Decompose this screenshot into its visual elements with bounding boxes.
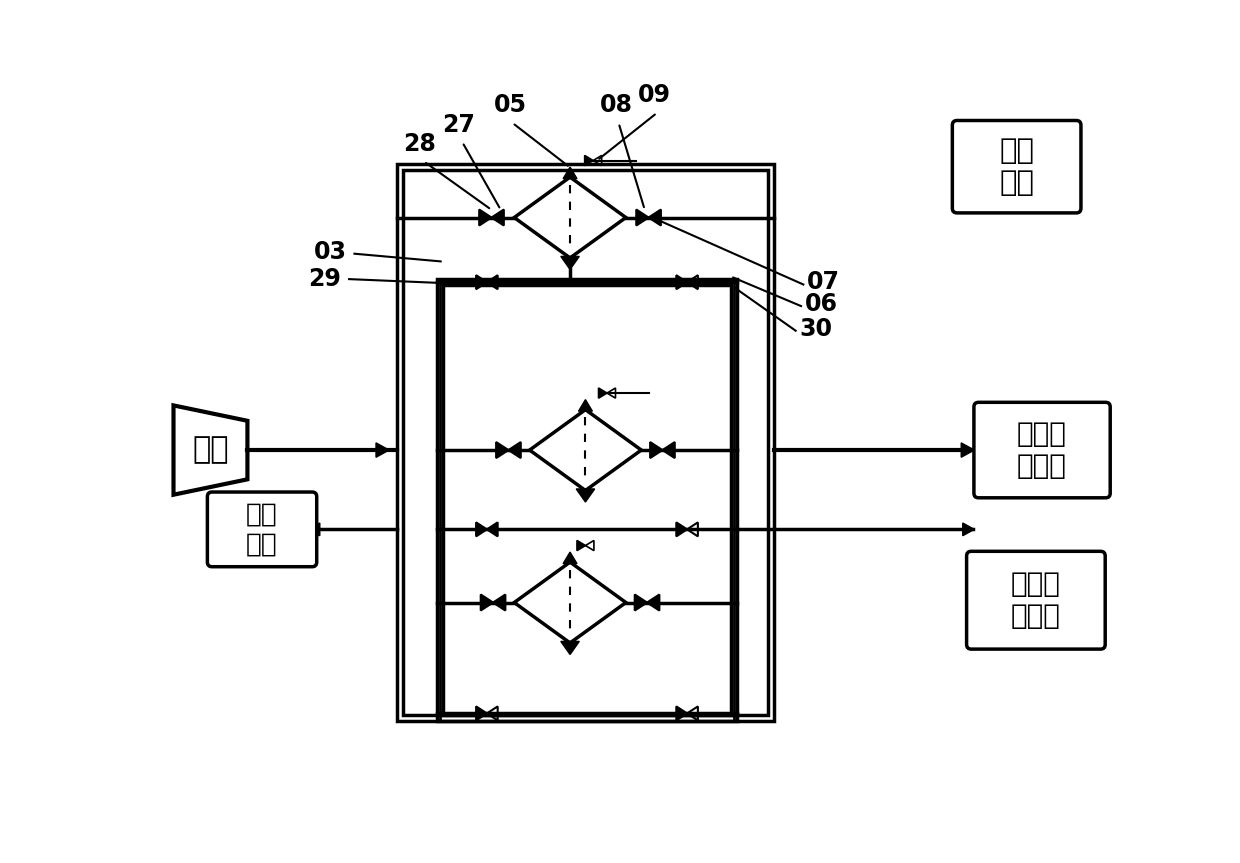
Polygon shape (676, 707, 687, 721)
Polygon shape (481, 595, 494, 610)
Polygon shape (487, 275, 497, 289)
Polygon shape (662, 442, 675, 458)
Bar (403, 170, 768, 715)
Polygon shape (476, 522, 487, 537)
FancyBboxPatch shape (207, 492, 316, 567)
Polygon shape (676, 275, 687, 289)
Polygon shape (508, 442, 521, 458)
Text: 过滤后
的甲醇: 过滤后 的甲醇 (1017, 420, 1066, 481)
Polygon shape (635, 595, 647, 610)
Text: 甲醇: 甲醇 (192, 436, 228, 464)
Text: 08: 08 (600, 93, 632, 117)
FancyBboxPatch shape (967, 551, 1105, 649)
Text: 清洗
介质: 清洗 介质 (999, 136, 1034, 197)
FancyBboxPatch shape (973, 402, 1110, 498)
Polygon shape (579, 400, 593, 411)
Text: 甲醇
回收: 甲醇 回收 (247, 501, 278, 557)
Polygon shape (585, 155, 593, 166)
Polygon shape (577, 540, 585, 551)
Polygon shape (376, 443, 389, 457)
Polygon shape (479, 210, 491, 225)
Polygon shape (560, 641, 579, 654)
Polygon shape (577, 489, 595, 502)
Polygon shape (961, 443, 975, 457)
Bar (436, 279, 737, 721)
Polygon shape (496, 442, 508, 458)
Polygon shape (487, 522, 497, 537)
Text: 06: 06 (805, 292, 838, 316)
Polygon shape (309, 523, 320, 536)
Text: 29: 29 (309, 268, 341, 291)
Bar (443, 286, 732, 715)
Polygon shape (563, 552, 577, 564)
Text: 28: 28 (403, 132, 436, 156)
Text: 05: 05 (494, 93, 527, 117)
Polygon shape (962, 523, 975, 536)
Polygon shape (476, 707, 487, 721)
Polygon shape (649, 210, 661, 225)
Polygon shape (491, 210, 503, 225)
Bar (397, 164, 774, 721)
Polygon shape (494, 595, 506, 610)
Polygon shape (560, 256, 579, 269)
Polygon shape (650, 442, 662, 458)
Text: 30: 30 (800, 318, 832, 341)
Polygon shape (599, 388, 608, 398)
Polygon shape (476, 275, 487, 289)
Text: 07: 07 (807, 270, 841, 294)
Polygon shape (636, 210, 649, 225)
FancyBboxPatch shape (952, 121, 1081, 213)
Text: 09: 09 (639, 84, 671, 107)
Text: 27: 27 (441, 113, 475, 136)
Polygon shape (676, 522, 687, 537)
Text: 融有蜡
液的水: 融有蜡 液的水 (1011, 570, 1061, 630)
Polygon shape (647, 595, 660, 610)
Text: 03: 03 (314, 240, 347, 264)
Polygon shape (563, 167, 577, 179)
